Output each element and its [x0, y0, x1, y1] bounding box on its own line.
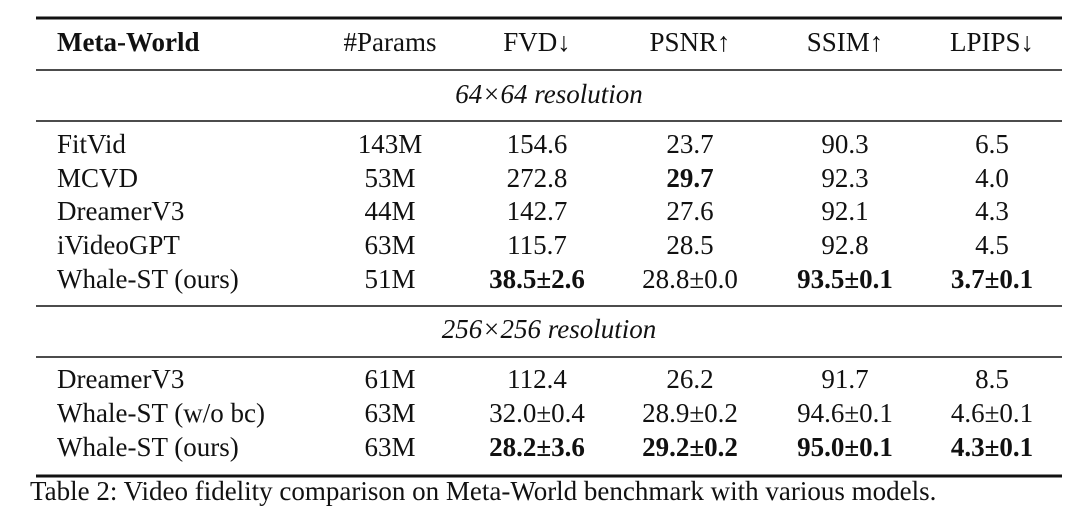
table-cell: 90.3: [821, 129, 868, 159]
header-cell: PSNR↑: [649, 27, 730, 57]
section-title: 256×256 resolution: [442, 314, 656, 344]
table-cell: 6.5: [975, 129, 1009, 159]
table-cell: Whale-ST (ours): [57, 432, 239, 462]
table-cell: 92.1: [821, 196, 868, 226]
table-cell: 23.7: [666, 129, 713, 159]
table-cell: 53M: [364, 163, 415, 193]
table-cell: 272.8: [507, 163, 568, 193]
table-cell: FitVid: [57, 129, 126, 159]
table-cell: 29.7: [666, 163, 713, 193]
table-cell: 115.7: [507, 230, 567, 260]
table-cell: 143M: [358, 129, 423, 159]
table-cell: 3.7±0.1: [951, 264, 1033, 294]
table-cell: 61M: [364, 364, 415, 394]
table-cell: 4.6±0.1: [951, 398, 1033, 428]
table-cell: 44M: [364, 196, 415, 226]
table-cell: 27.6: [666, 196, 713, 226]
table-cell: 51M: [364, 264, 415, 294]
table-cell: 142.7: [507, 196, 568, 226]
caption: Table 2: Video fidelity comparison on Me…: [30, 476, 936, 506]
table-cell: 4.5: [975, 230, 1009, 260]
table-cell: 91.7: [821, 364, 868, 394]
table-cell: 63M: [364, 230, 415, 260]
table-cell: 29.2±0.2: [642, 432, 738, 462]
table-cell: 38.5±2.6: [489, 264, 585, 294]
table-cell: 4.3±0.1: [951, 432, 1033, 462]
table-cell: 4.3: [975, 196, 1009, 226]
table-cell: 28.2±3.6: [489, 432, 585, 462]
table-cell: DreamerV3: [57, 364, 184, 394]
header-cell: FVD↓: [503, 27, 571, 57]
table-cell: 95.0±0.1: [797, 432, 893, 462]
table-cell: iVideoGPT: [57, 230, 180, 260]
table-cell: 26.2: [666, 364, 713, 394]
table-cell: 8.5: [975, 364, 1009, 394]
table-cell: MCVD: [57, 163, 138, 193]
header-cell: SSIM↑: [807, 27, 884, 57]
table-cell: 92.8: [821, 230, 868, 260]
header-cell: Meta-World: [57, 27, 199, 57]
header-cell: LPIPS↓: [950, 27, 1034, 57]
table-cell: 154.6: [507, 129, 568, 159]
header-cell: #Params: [344, 27, 437, 57]
table-cell: Whale-ST (ours): [57, 264, 239, 294]
table-cell: 28.5: [666, 230, 713, 260]
table-cell: Whale-ST (w/o bc): [57, 398, 265, 428]
table-cell: 28.9±0.2: [642, 398, 738, 428]
table-cell: DreamerV3: [57, 196, 184, 226]
table-cell: 4.0: [975, 163, 1009, 193]
table-cell: 32.0±0.4: [489, 398, 585, 428]
table-cell: 112.4: [507, 364, 567, 394]
table-cell: 92.3: [821, 163, 868, 193]
table-cell: 63M: [364, 398, 415, 428]
table-cell: 63M: [364, 432, 415, 462]
table-cell: 28.8±0.0: [642, 264, 738, 294]
table-cell: 93.5±0.1: [797, 264, 893, 294]
table-cell: 94.6±0.1: [797, 398, 893, 428]
section-title: 64×64 resolution: [455, 79, 642, 109]
